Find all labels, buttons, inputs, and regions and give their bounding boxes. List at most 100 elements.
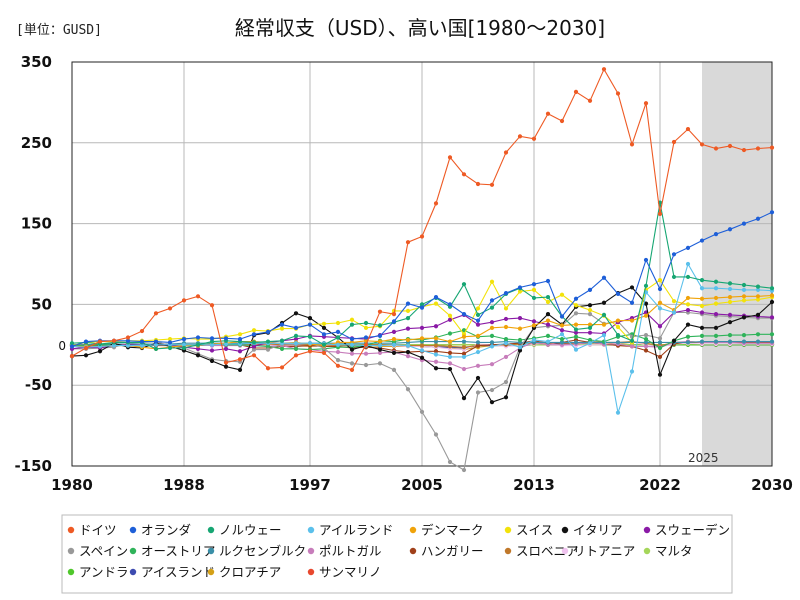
data-point [545, 311, 551, 317]
data-point [419, 409, 425, 414]
data-point [657, 372, 663, 377]
legend-marker [409, 547, 417, 555]
data-point [251, 347, 257, 352]
data-point [545, 318, 551, 323]
data-point [265, 366, 271, 371]
legend-label: ドイツ [79, 523, 117, 538]
data-point [293, 346, 299, 351]
data-point [111, 343, 117, 348]
data-point [251, 344, 257, 349]
data-point [741, 333, 747, 338]
legend-marker [207, 526, 215, 534]
data-point [293, 311, 299, 316]
data-point [83, 345, 89, 351]
data-point [489, 333, 495, 339]
data-point [475, 318, 481, 323]
data-point [349, 367, 355, 372]
data-point [699, 325, 705, 330]
data-point [97, 349, 103, 354]
data-point [111, 338, 117, 343]
data-point [629, 142, 635, 147]
data-point [419, 325, 425, 330]
data-point [447, 302, 453, 307]
data-point [615, 91, 621, 96]
data-point [559, 118, 565, 124]
data-point [489, 279, 495, 284]
data-point [279, 365, 285, 370]
data-point [559, 337, 565, 342]
x-tick-label: 2030 [751, 476, 793, 494]
data-point [475, 390, 481, 395]
data-point [349, 361, 355, 366]
data-point [587, 337, 593, 343]
data-point [503, 395, 509, 400]
data-point [629, 369, 635, 374]
legend-label: イタリア [573, 523, 623, 538]
data-point [475, 181, 481, 187]
data-point [517, 345, 523, 350]
legend-label: マルタ [655, 544, 693, 559]
legend-marker [67, 547, 75, 555]
data-point [755, 294, 761, 299]
data-point [391, 311, 397, 317]
legend-label: オーストリア [141, 544, 215, 559]
data-point [615, 410, 621, 415]
data-point [349, 347, 355, 352]
data-point [321, 321, 327, 326]
data-point [573, 330, 579, 335]
data-point [629, 300, 635, 305]
data-point [769, 315, 775, 320]
legend-label: リトアニア [573, 544, 635, 559]
data-point [433, 343, 439, 348]
legend-label: サンマリノ [319, 565, 382, 580]
data-point [209, 339, 215, 344]
data-point [587, 307, 593, 313]
data-point [307, 349, 313, 354]
data-point [713, 333, 719, 339]
data-point [377, 309, 383, 314]
data-point [447, 155, 453, 160]
data-point [125, 338, 131, 343]
data-point [615, 340, 621, 345]
data-point [517, 348, 523, 353]
data-point [335, 358, 341, 363]
y-tick-label: 50 [31, 295, 52, 313]
data-point [587, 287, 593, 292]
data-point [321, 325, 327, 330]
legend: ドイツ オランダ ノルウェー アイルランド デンマーク スイス イタリア スウェーデンスペイン… [61, 514, 733, 594]
data-point [755, 297, 761, 302]
data-point [657, 324, 663, 329]
data-point [699, 278, 705, 283]
data-point [489, 340, 495, 345]
data-point [713, 279, 719, 284]
data-point [461, 172, 467, 177]
data-point [167, 337, 173, 342]
legend-label: ポルトガル [319, 544, 382, 559]
data-point [405, 343, 411, 348]
data-point [755, 312, 761, 318]
data-point [461, 351, 467, 356]
data-point [657, 345, 663, 351]
data-point [643, 333, 649, 338]
data-point [559, 292, 565, 297]
data-point [489, 325, 495, 330]
data-point [461, 339, 467, 344]
data-point [433, 301, 439, 306]
data-point [601, 67, 607, 72]
plot-frame [71, 61, 773, 467]
data-point [741, 147, 747, 153]
data-point [447, 317, 453, 322]
data-point [755, 284, 761, 289]
data-point [167, 340, 173, 345]
data-point [335, 335, 341, 340]
data-point [559, 332, 565, 337]
data-point [209, 358, 215, 364]
data-point [447, 339, 453, 344]
data-point [755, 332, 761, 337]
legend-label: オランダ [141, 523, 191, 538]
data-point [615, 333, 621, 338]
data-point [461, 467, 467, 473]
data-point [685, 295, 691, 301]
data-point [223, 346, 229, 351]
